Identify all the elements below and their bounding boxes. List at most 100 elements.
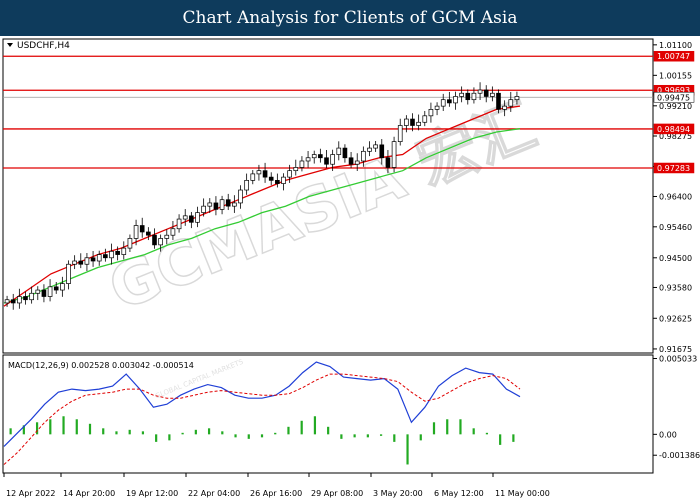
bear-candle — [103, 254, 108, 259]
bear-candle — [115, 250, 120, 255]
time-tick-label: 22 Apr 04:00 — [188, 489, 240, 498]
bull-candle — [96, 254, 102, 262]
level-tag-label: 0.98494 — [657, 125, 690, 134]
bear-candle — [410, 118, 415, 126]
trading-chart[interactable]: GCMASIA 宏汇 GLOBAL CAPITAL MARKETS USDCHF… — [0, 36, 700, 500]
bull-candle — [514, 96, 520, 101]
price-tick-label: 0.91675 — [659, 345, 692, 354]
bear-candle — [447, 99, 452, 104]
level-tag-label: 0.97283 — [657, 164, 690, 173]
bull-candle — [299, 160, 305, 168]
dropdown-triangle-icon[interactable] — [7, 43, 13, 47]
candlesticks — [4, 82, 520, 310]
time-tick-label: 3 May 20:00 — [373, 489, 423, 498]
time-tick-label: 29 Apr 08:00 — [311, 489, 363, 498]
bull-candle — [434, 105, 440, 110]
macd-tick-label: -0.001386 — [659, 451, 700, 460]
time-tick-label: 19 Apr 12:00 — [126, 489, 178, 498]
red-moving-average — [3, 105, 521, 307]
bull-candle — [404, 118, 409, 126]
symbol-text: USDCHF,H4 — [17, 41, 70, 51]
bear-candle — [90, 257, 96, 262]
bear-candle — [10, 299, 16, 304]
bear-candle — [41, 289, 47, 297]
bull-candle — [397, 125, 403, 142]
time-tick-label: 6 May 12:00 — [434, 489, 484, 498]
bear-candle — [23, 296, 28, 301]
bull-candle — [422, 115, 428, 123]
bull-candle — [195, 212, 200, 223]
price-tick-label: 0.95460 — [659, 223, 692, 232]
bear-candle — [379, 144, 385, 159]
time-tick-label: 12 Apr 2022 — [6, 489, 55, 498]
bull-candle — [4, 299, 10, 304]
banner-title: Chart Analysis for Clients of GCM Asia — [0, 0, 700, 36]
bull-candle — [250, 173, 256, 181]
bear-candle — [483, 89, 489, 97]
macd-indicator: 0.005033 0.00 -0.001386 — [3, 355, 700, 465]
time-axis: 12 Apr 2022 14 Apr 20:00 19 Apr 12:00 22 Ap… — [3, 473, 550, 498]
bull-candle — [428, 109, 434, 117]
bear-candle — [262, 170, 268, 178]
level-tag-label: 0.99475 — [657, 93, 690, 102]
bull-candle — [391, 141, 397, 168]
time-tick-label: 11 May 00:00 — [495, 489, 550, 498]
bull-candle — [305, 157, 311, 162]
bear-candle — [139, 225, 145, 233]
bull-candle — [287, 170, 292, 178]
bull-candle — [281, 176, 286, 184]
bull-candle — [354, 160, 360, 165]
macd-tick-label: 0.005033 — [659, 355, 697, 364]
bear-candle — [496, 92, 501, 110]
bear-candle — [268, 176, 274, 181]
bull-candle — [490, 92, 495, 97]
macd-title: MACD(12,26,9) 0.002528 0.003042 -0.00051… — [8, 361, 194, 370]
bear-candle — [78, 260, 84, 265]
bear-candle — [189, 215, 194, 223]
bear-candle — [146, 231, 151, 236]
symbol-label: USDCHF,H4 — [7, 41, 70, 51]
bull-candle — [367, 147, 372, 152]
bull-candle — [35, 289, 41, 294]
level-tag — [653, 123, 695, 135]
bull-candle — [84, 257, 90, 265]
bull-candle — [311, 154, 317, 159]
bear-candle — [213, 202, 219, 210]
bull-candle — [330, 154, 335, 165]
level-tag-label: 1.00747 — [657, 52, 690, 61]
bull-candle — [502, 105, 507, 110]
bull-candle — [170, 228, 176, 236]
bull-candle — [508, 99, 514, 107]
price-tick-label: 0.96400 — [659, 192, 692, 201]
bear-candle — [53, 286, 59, 291]
bull-candle — [336, 147, 342, 155]
bear-candle — [348, 157, 354, 165]
price-tick-label: 0.92625 — [659, 314, 692, 323]
level-tag — [653, 92, 695, 103]
bull-candle — [361, 150, 366, 162]
bear-candle — [342, 147, 348, 159]
time-tick-label: 26 Apr 16:00 — [250, 489, 302, 498]
price-panel — [2, 38, 654, 354]
moving-averages — [3, 105, 521, 307]
bull-candle — [293, 167, 299, 172]
bull-candle — [60, 283, 65, 291]
bull-candle — [219, 199, 225, 210]
bear-candle — [318, 154, 323, 159]
bull-candle — [477, 89, 483, 94]
price-tick-label: 0.98275 — [659, 132, 692, 141]
price-tick-label: 0.99210 — [659, 102, 692, 111]
bull-candle — [72, 260, 77, 265]
bear-candle — [225, 199, 231, 207]
level-tag — [653, 162, 695, 174]
bull-candle — [47, 286, 53, 297]
bull-candle — [127, 238, 133, 249]
level-tag-label: 0.99693 — [657, 86, 690, 95]
price-tick-label: 1.01100 — [659, 41, 692, 50]
bull-candle — [164, 234, 170, 239]
bear-candle — [152, 234, 157, 246]
bull-candle — [17, 296, 22, 304]
bull-candle — [182, 215, 188, 220]
bull-candle — [232, 202, 237, 207]
